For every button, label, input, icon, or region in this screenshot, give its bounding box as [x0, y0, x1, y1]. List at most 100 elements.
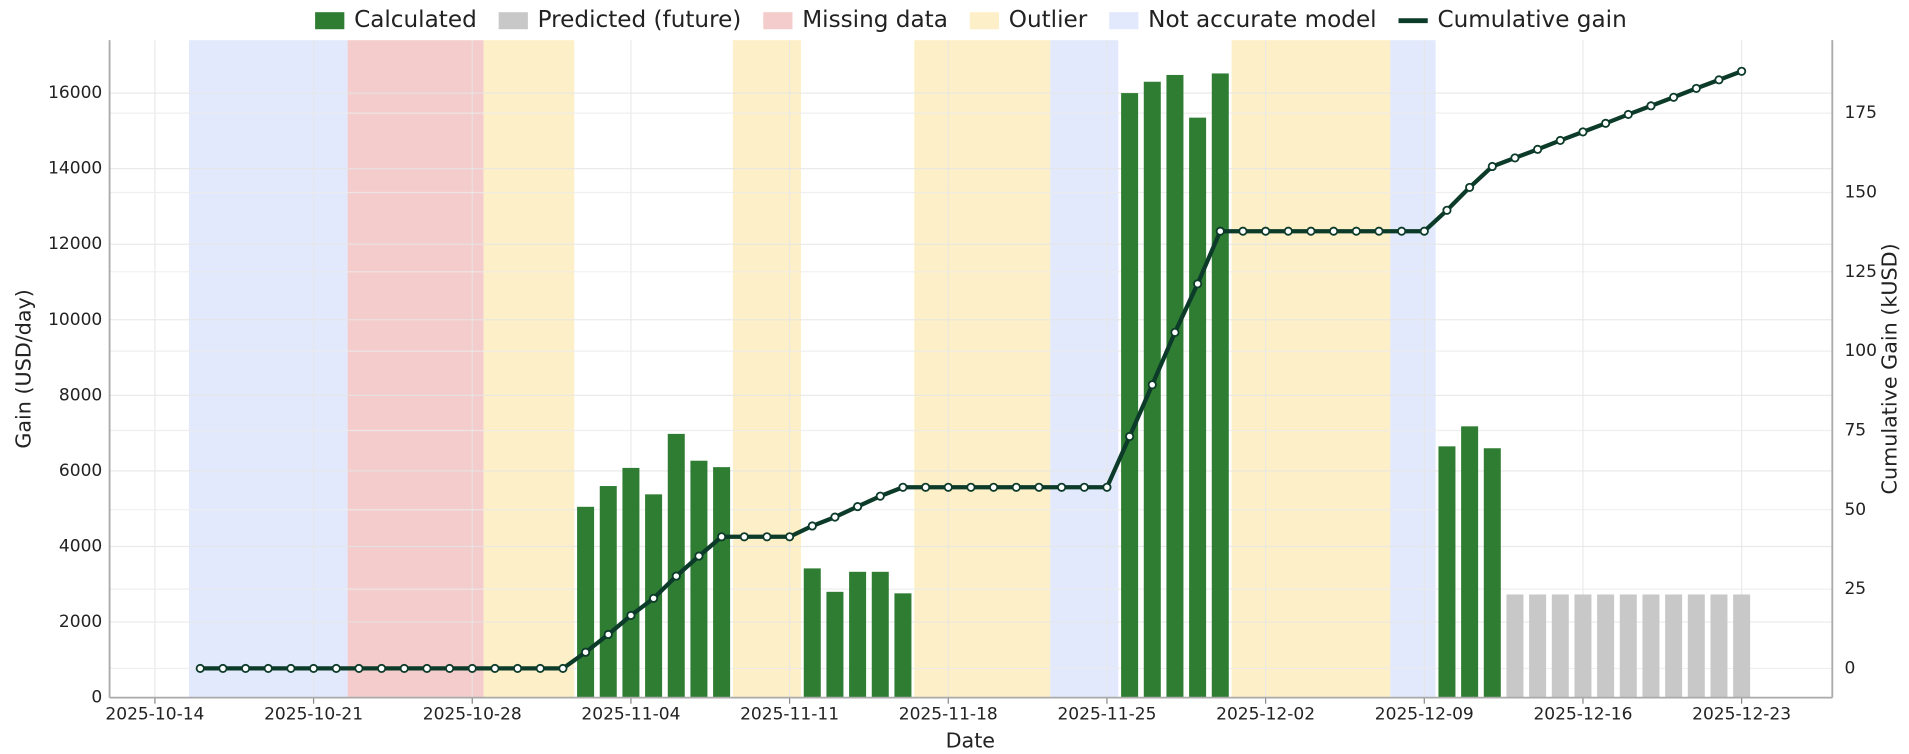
point	[830, 512, 840, 522]
point	[1374, 226, 1384, 236]
bar	[713, 467, 731, 698]
point	[1034, 482, 1044, 492]
point	[898, 482, 908, 492]
point	[1601, 118, 1611, 128]
bar	[1551, 594, 1569, 698]
x-tick-label: 2025-12-02	[1216, 705, 1315, 725]
bar	[1574, 594, 1592, 698]
band	[1390, 40, 1436, 698]
bar	[803, 568, 821, 698]
y-tick-label: 10000	[48, 310, 102, 330]
point	[762, 532, 772, 542]
x-tick-label: 2025-11-11	[740, 705, 839, 725]
bar	[849, 571, 867, 698]
point	[1057, 482, 1067, 492]
point	[943, 482, 953, 492]
point	[218, 663, 228, 673]
y-tick-label: 4000	[59, 536, 102, 556]
bands	[188, 40, 1436, 698]
x-tick-label: 2025-11-25	[1057, 705, 1156, 725]
bar	[1211, 73, 1229, 698]
point	[558, 663, 568, 673]
legend-swatch	[763, 12, 793, 30]
point	[1487, 161, 1497, 172]
point	[1646, 101, 1656, 111]
point	[286, 663, 296, 673]
y-tick-label: 14000	[48, 159, 102, 179]
point	[807, 521, 817, 531]
point	[739, 532, 749, 542]
point	[603, 629, 613, 640]
legend-swatch	[969, 12, 1000, 30]
bar	[1121, 93, 1139, 698]
y-tick-label: 8000	[59, 385, 102, 405]
point	[1714, 75, 1724, 85]
legend-label: Not accurate model	[1148, 7, 1376, 33]
point	[785, 532, 795, 542]
legend-swatch	[1109, 12, 1139, 30]
bar	[1529, 594, 1547, 698]
point	[1011, 482, 1021, 492]
y2-axis-label: Cumulative Gain (kUSD)	[1878, 243, 1902, 494]
point	[1170, 327, 1180, 337]
bar	[1166, 74, 1184, 698]
point	[309, 663, 319, 673]
point	[966, 482, 976, 492]
point	[1397, 226, 1407, 236]
y2-tick-label: 75	[1844, 420, 1866, 440]
point	[1102, 482, 1112, 492]
point	[1442, 205, 1452, 215]
point	[1555, 135, 1565, 146]
point	[875, 491, 885, 501]
bar	[1642, 594, 1660, 698]
bar	[826, 591, 844, 698]
point	[535, 663, 545, 673]
point	[921, 482, 931, 492]
point	[1623, 109, 1633, 119]
x-tick-label: 2025-12-09	[1375, 705, 1474, 725]
band	[914, 40, 1051, 698]
x-axis-label: Date	[946, 728, 995, 752]
point	[989, 482, 999, 492]
bar	[894, 593, 912, 698]
legend-swatch	[498, 12, 528, 30]
point	[1306, 226, 1316, 236]
y-tick-label: 16000	[48, 83, 102, 103]
point	[1238, 226, 1248, 236]
bar	[1461, 426, 1479, 698]
bar	[1483, 448, 1501, 698]
y2-tick-label: 100	[1844, 341, 1877, 361]
point	[1351, 226, 1361, 236]
point	[354, 663, 364, 673]
point	[467, 663, 477, 673]
y2-tick-label: 175	[1844, 103, 1877, 123]
point	[1691, 83, 1701, 93]
legend-label: Missing data	[802, 7, 948, 33]
point	[1465, 182, 1475, 192]
band	[732, 40, 801, 698]
legend-label: Outlier	[1009, 7, 1088, 33]
x-tick-label: 2025-12-23	[1692, 705, 1791, 725]
point	[513, 663, 523, 673]
y-tick-label: 0	[91, 688, 102, 708]
point	[1419, 226, 1429, 236]
band	[483, 40, 575, 698]
point	[649, 593, 659, 603]
y-axis-label: Gain (USD/day)	[11, 289, 35, 449]
point	[1510, 153, 1520, 163]
point	[1329, 226, 1339, 236]
bar	[1665, 594, 1683, 698]
y2-tick-label: 150	[1844, 182, 1877, 202]
x-tick-label: 2025-10-28	[423, 705, 522, 725]
legend-label: Calculated	[354, 7, 477, 33]
bar	[1438, 446, 1456, 698]
point	[377, 663, 387, 673]
point	[1261, 226, 1271, 236]
bar	[871, 571, 889, 698]
band	[347, 40, 484, 698]
point	[422, 663, 432, 673]
bar	[1597, 594, 1615, 698]
bar	[1733, 594, 1751, 698]
point	[1669, 92, 1679, 102]
